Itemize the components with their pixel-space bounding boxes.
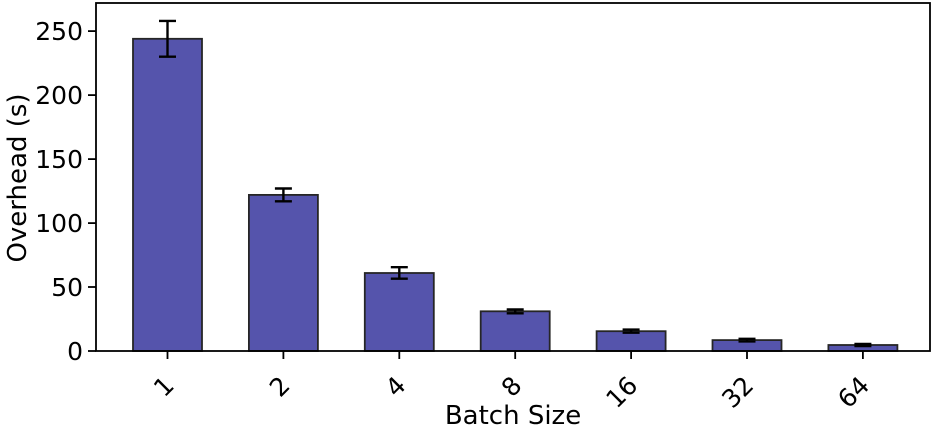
bar-batch-4 (363, 272, 435, 352)
x-tick-label-1: 1 (148, 371, 180, 403)
error-bar-batch-32 (738, 337, 756, 343)
y-tick-label-50: 50 (51, 273, 83, 302)
bars-layer (132, 37, 899, 352)
axes-layer: 1 2 4 8 16 32 64 0 50 100 150 200 250 (35, 2, 931, 414)
x-tick-label-2: 2 (264, 371, 296, 403)
bar-batch-8 (479, 310, 551, 352)
y-tick-label-0: 0 (67, 337, 83, 366)
bar-batch-1 (132, 37, 203, 352)
error-bars-layer (159, 19, 872, 348)
error-bar-batch-64 (854, 342, 872, 348)
y-tick-label-200: 200 (35, 81, 83, 110)
x-axis-label: Batch Size (445, 401, 581, 431)
error-bar-batch-2 (274, 187, 292, 203)
y-tick-label-100: 100 (35, 209, 83, 238)
error-bar-batch-8 (506, 308, 524, 315)
x-tick-label-4: 4 (380, 371, 412, 403)
y-tick-label-250: 250 (35, 17, 83, 46)
error-bar-batch-4 (390, 266, 408, 280)
y-tick-label-150: 150 (35, 145, 83, 174)
bar-batch-2 (247, 193, 319, 352)
error-bar-batch-16 (622, 328, 640, 334)
bar-batch-16 (595, 330, 667, 352)
x-tick-label-16: 16 (600, 371, 643, 414)
y-axis-label: Overhead (s) (3, 93, 33, 262)
x-tick-label-32: 32 (716, 371, 759, 414)
error-bar-batch-1 (159, 19, 176, 58)
plot-spines (95, 2, 931, 352)
x-tick-label-64: 64 (832, 371, 875, 414)
x-tick-label-8: 8 (496, 371, 528, 403)
